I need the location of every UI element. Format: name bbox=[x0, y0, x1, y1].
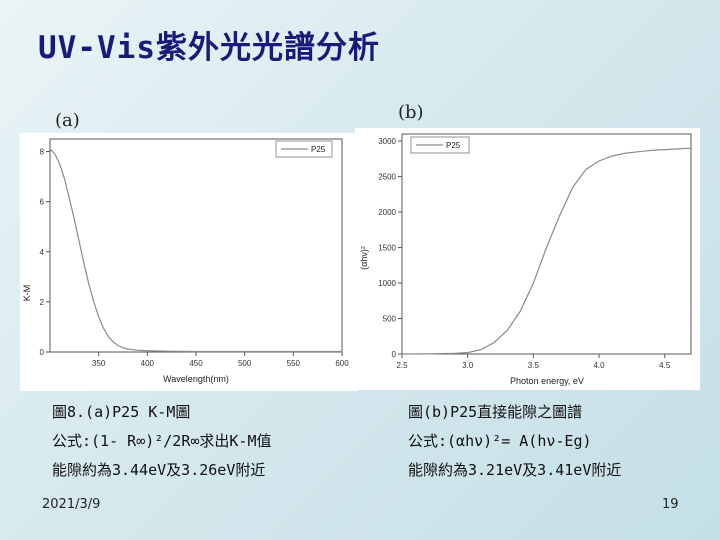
x-axis-label: Wavelength(nm) bbox=[163, 374, 229, 384]
x-tick-label: 450 bbox=[189, 359, 203, 368]
caption-a-line-3: 能隙約為3.44eV及3.26eV附近 bbox=[52, 461, 266, 479]
x-tick-label: 600 bbox=[335, 359, 349, 368]
y-tick-label: 2500 bbox=[378, 173, 396, 182]
x-tick-label: 500 bbox=[238, 359, 252, 368]
x-tick-label: 3.0 bbox=[462, 361, 474, 370]
plot-frame bbox=[49, 138, 343, 353]
x-tick-label: 350 bbox=[92, 359, 106, 368]
x-tick-label: 400 bbox=[141, 359, 155, 368]
y-tick-label: 500 bbox=[383, 315, 397, 324]
caption-a-line-1: 圖8.(a)P25 K-M圖 bbox=[52, 403, 191, 421]
y-tick-label: 3000 bbox=[378, 137, 396, 146]
y-tick-label: 6 bbox=[40, 198, 45, 207]
y-tick-label: 1000 bbox=[378, 279, 396, 288]
caption-a-line-2: 公式:(1- R∞)²/2R∞求出K-M值 bbox=[52, 432, 272, 450]
page-title: UV-Vis紫外光光譜分析 bbox=[38, 30, 380, 66]
x-tick-label: 4.5 bbox=[659, 361, 671, 370]
x-tick-label: 2.5 bbox=[396, 361, 408, 370]
y-tick-label: 8 bbox=[40, 148, 45, 157]
panel-b-label: (b) bbox=[398, 102, 424, 123]
x-tick-label: 550 bbox=[287, 359, 301, 368]
caption-b-line-3: 能隙約為3.21eV及3.41eV附近 bbox=[408, 461, 622, 479]
y-tick-label: 0 bbox=[392, 350, 397, 359]
panel-a-label: (a) bbox=[55, 110, 80, 131]
caption-b-line-1: 圖(b)P25直接能隙之圖譜 bbox=[408, 403, 583, 421]
y-axis-label: (αhν)² bbox=[359, 246, 369, 270]
legend-label: P25 bbox=[311, 145, 326, 154]
y-tick-label: 2 bbox=[40, 298, 45, 307]
chart-km-plot: 350 400 450 500 550 600 0 2 4 6 8 P25 Wavelength(nm)… bbox=[22, 138, 349, 384]
y-tick-label: 1500 bbox=[378, 244, 396, 253]
x-tick-label: 3.5 bbox=[528, 361, 540, 370]
series-line-p25 bbox=[49, 148, 342, 353]
chart-a-container: 350 400 450 500 550 600 0 2 4 6 8 P25 Wavelength(nm)… bbox=[20, 133, 358, 391]
legend-label: P25 bbox=[446, 141, 461, 150]
x-axis-label: Photon energy, eV bbox=[510, 376, 584, 386]
caption-b: 圖(b)P25直接能隙之圖譜 公式:(αhν)²= A(hν-Eg) 能隙約為3… bbox=[408, 398, 621, 485]
y-tick-label: 4 bbox=[40, 248, 45, 257]
legend: P25 bbox=[410, 136, 470, 154]
chart-bandgap-plot: 2.5 3.0 3.5 4.0 4.5 0 500 1000 1500 2000 2500 3000 P… bbox=[359, 133, 692, 386]
legend: P25 bbox=[275, 140, 333, 158]
y-axis-label: K-M bbox=[22, 285, 32, 302]
y-tick-label: 2000 bbox=[378, 208, 396, 217]
slide-number: 19 bbox=[662, 497, 679, 512]
series-line-p25 bbox=[401, 147, 692, 355]
caption-b-line-2: 公式:(αhν)²= A(hν-Eg) bbox=[408, 432, 592, 450]
slide-date: 2021/3/9 bbox=[42, 497, 101, 512]
caption-a: 圖8.(a)P25 K-M圖 公式:(1- R∞)²/2R∞求出K-M值 能隙約… bbox=[52, 398, 272, 485]
x-tick-label: 4.0 bbox=[593, 361, 605, 370]
plot-frame bbox=[401, 133, 692, 355]
chart-b-container: 2.5 3.0 3.5 4.0 4.5 0 500 1000 1500 2000 2500 3000 P… bbox=[355, 128, 700, 390]
y-tick-label: 0 bbox=[40, 348, 45, 357]
